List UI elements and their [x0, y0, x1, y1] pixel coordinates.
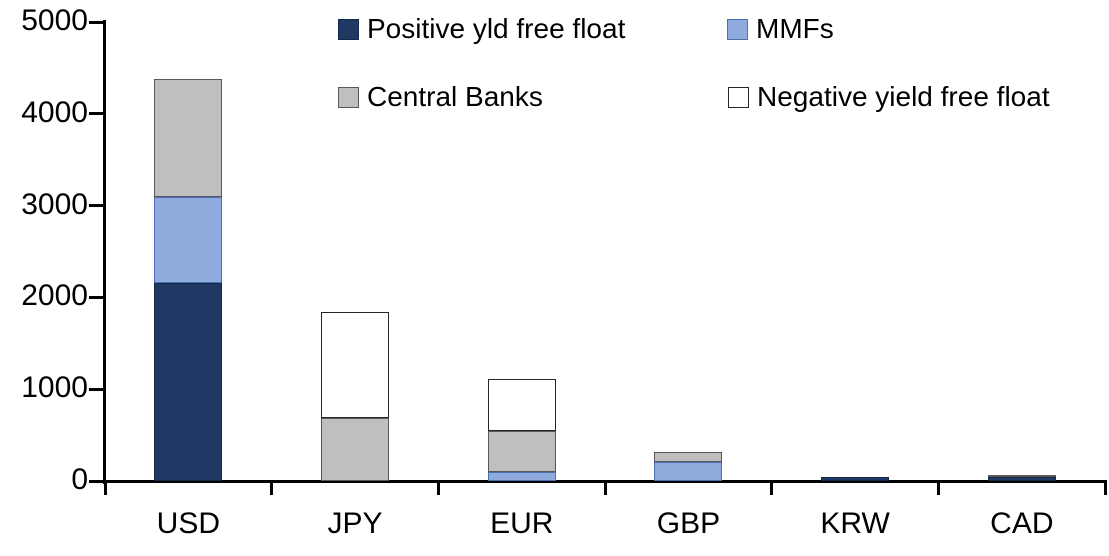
- y-axis-tick: [89, 295, 105, 299]
- legend-item-positive-yld-free-float: Positive yld free float: [338, 13, 626, 44]
- legend-item-central-banks: Central Banks: [338, 81, 543, 112]
- legend-item-negative-yield-free-float: Negative yield free float: [728, 81, 1050, 112]
- bar-segment-KRW: [821, 476, 890, 481]
- bar-segment-JPY: [321, 417, 390, 481]
- y-axis: [103, 20, 106, 484]
- x-axis-category-label: JPY: [327, 507, 383, 540]
- bar-segment-JPY: [321, 312, 390, 418]
- x-axis-tick: [270, 480, 274, 495]
- legend-swatch-central-banks-icon: [338, 86, 359, 108]
- bar-segment-GBP: [654, 461, 723, 481]
- legend-swatch-mmfs-icon: [727, 18, 748, 40]
- y-axis-tick-label: 2000: [21, 279, 88, 313]
- y-axis-tick: [89, 204, 105, 208]
- bar-segment-USD: [154, 78, 223, 198]
- y-axis-tick-label: 0: [71, 463, 88, 496]
- y-axis-tick: [89, 20, 105, 24]
- x-axis-category-label: EUR: [490, 507, 554, 540]
- legend-label: Negative yield free float: [757, 81, 1050, 112]
- y-axis-tick-label: 1000: [21, 371, 88, 405]
- bar-segment-CAD: [987, 477, 1056, 481]
- x-axis-tick: [1103, 480, 1107, 495]
- x-axis-category-label: USD: [156, 507, 221, 540]
- bar-segment-USD: [154, 282, 223, 481]
- legend-swatch-positive-yld-free-float-icon: [338, 18, 359, 40]
- bar-segment-USD: [154, 197, 223, 283]
- legend-swatch-negative-yield-free-float-icon: [728, 86, 749, 108]
- y-axis-tick: [89, 387, 105, 391]
- legend-item-mmfs: MMFs: [727, 13, 834, 44]
- legend-label: Positive yld free float: [367, 13, 626, 44]
- y-axis-tick: [89, 112, 105, 116]
- legend-label: MMFs: [756, 13, 834, 44]
- x-axis-category-label: CAD: [990, 507, 1054, 540]
- y-axis-tick: [89, 479, 105, 483]
- x-axis-tick: [436, 480, 440, 495]
- bar-segment-CAD: [987, 475, 1056, 478]
- x-axis-category-label: KRW: [820, 507, 890, 540]
- y-axis-tick-label: 5000: [21, 4, 88, 37]
- bar-segment-EUR: [487, 471, 556, 481]
- bar-segment-EUR: [487, 431, 556, 472]
- x-axis-tick: [103, 480, 107, 495]
- x-axis-tick: [770, 480, 774, 495]
- x-axis-category-label: GBP: [656, 507, 721, 540]
- x-axis: [91, 480, 1105, 483]
- y-axis-tick-label: 3000: [21, 187, 88, 221]
- bar-segment-EUR: [487, 379, 556, 432]
- legend-label: Central Banks: [367, 81, 543, 112]
- y-axis-tick-label: 4000: [21, 95, 88, 129]
- bar-segment-GBP: [654, 451, 723, 462]
- x-axis-tick: [937, 480, 940, 495]
- x-axis-tick: [603, 480, 607, 495]
